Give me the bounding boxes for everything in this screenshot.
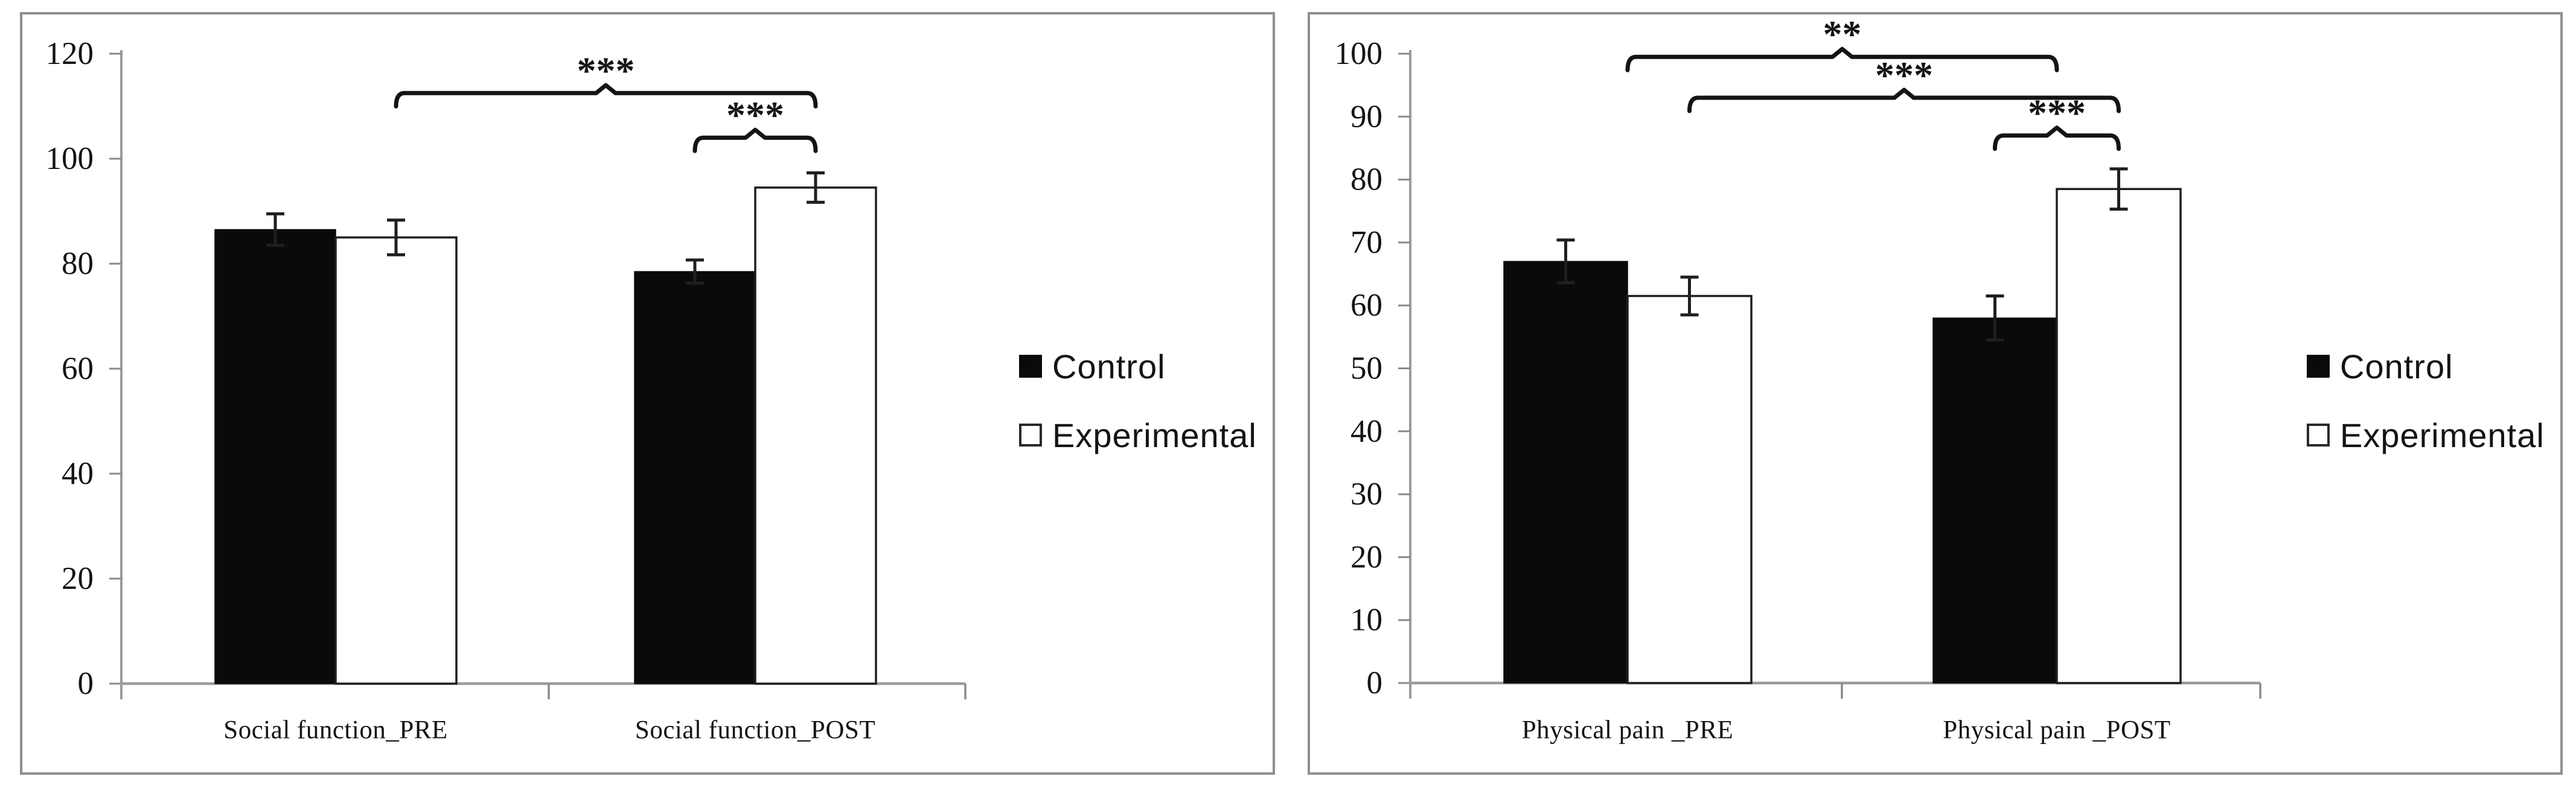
legend: Control Experimental [2307,348,2545,454]
y-tick-label-30: 30 [1350,477,1382,512]
y-tick-label-80: 80 [1350,162,1382,197]
control-swatch-icon [1019,355,1042,378]
y-tick-label-20: 20 [1350,539,1382,574]
category-label-social-function-0: Social function_PRE [223,716,447,745]
y-tick-label-50: 50 [1350,351,1382,386]
legend-label-control: Control [1052,347,1166,386]
category-label-physical-pain-0: Physical pain _PRE [1522,716,1734,745]
significance-bracket-physical-pain-1 [1687,87,2121,113]
social-function-panel: 0 20 40 60 80 100 120 Social function_PRE Social… [20,12,1275,775]
bar-physical-pain-c1-experimental [2056,188,2182,684]
significance-label-physical-pain-0: ** [1823,14,1862,56]
significance-label-social-function-1: *** [726,94,784,136]
control-swatch-icon [2307,355,2330,378]
y-tick-label-20: 20 [62,561,94,596]
bar-social-function-c1-control [634,271,756,684]
social-function-chart: 0 20 40 60 80 100 120 Social function_PRE Social… [46,36,967,745]
y-tick-label-80: 80 [62,246,94,281]
bar-social-function-c0-control [214,229,336,684]
significance-bracket-social-function-1 [692,127,818,153]
significance-label-physical-pain-1: *** [1875,54,1933,97]
y-tick-label-0: 0 [1367,666,1383,701]
legend-item-experimental: Experimental [1019,416,1257,454]
y-tick-label-100: 100 [46,141,94,176]
y-tick-label-60: 60 [62,351,94,386]
legend: Control Experimental [1019,348,1257,454]
y-tick-label-120: 120 [46,36,94,71]
y-tick-label-10: 10 [1350,603,1382,638]
bar-physical-pain-c0-control [1503,261,1628,684]
physical-pain-panel: 0 10 20 30 40 50 60 70 80 90 100 Physical pain _PRE… [1308,12,2563,775]
category-label-social-function-1: Social function_POST [635,716,875,745]
y-tick-label-70: 70 [1350,225,1382,260]
bar-social-function-c0-experimental [334,236,458,685]
legend-label-experimental: Experimental [1052,416,1257,454]
experimental-swatch-icon [2307,424,2330,447]
y-tick-label-60: 60 [1350,288,1382,323]
significance-bracket-physical-pain-0 [1625,46,2059,72]
legend-item-experimental: Experimental [2307,416,2545,454]
bar-social-function-c1-experimental [754,186,877,685]
significance-bracket-social-function-0 [394,83,818,109]
legend-item-control: Control [2307,348,2545,386]
significance-label-social-function-0: *** [577,49,635,92]
legend-item-control: Control [1019,348,1257,386]
y-tick-label-0: 0 [78,666,94,701]
significance-label-physical-pain-2: *** [2028,92,2086,135]
legend-label-control: Control [2340,347,2453,386]
y-tick-label-40: 40 [62,456,94,491]
category-label-physical-pain-1: Physical pain _POST [1943,716,2170,745]
physical-pain-chart: 0 10 20 30 40 50 60 70 80 90 100 Physical pain _PRE… [1335,14,2261,745]
significance-bracket-physical-pain-2 [1993,126,2121,151]
experimental-swatch-icon [1019,424,1042,447]
legend-label-experimental: Experimental [2340,416,2545,454]
bar-physical-pain-c0-experimental [1626,294,1753,684]
y-tick-label-100: 100 [1335,36,1383,71]
y-tick-label-90: 90 [1350,99,1382,134]
y-tick-label-40: 40 [1350,414,1382,449]
bar-physical-pain-c1-control [1932,317,2057,684]
